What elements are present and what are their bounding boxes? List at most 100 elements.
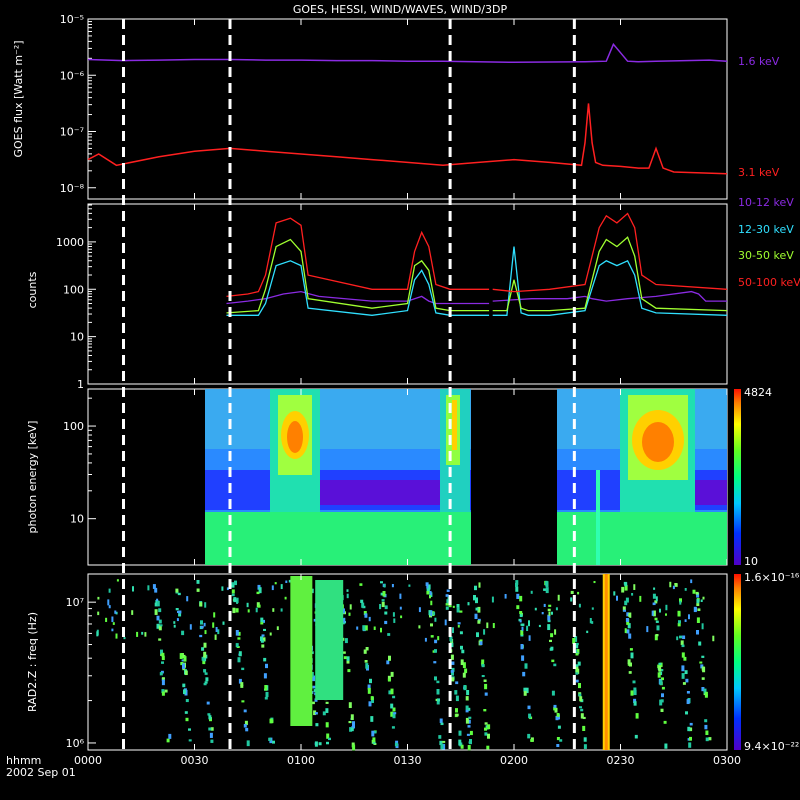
radio-speckle (661, 686, 665, 690)
radio-speckle (652, 602, 656, 606)
radio-speckle (346, 656, 350, 661)
radio-speckle (450, 654, 454, 660)
radio-speckle (704, 719, 708, 723)
radio-speckle (365, 647, 369, 651)
radio-speckle (627, 659, 631, 665)
radio-speckle (238, 651, 242, 657)
radio-speckle (669, 581, 672, 588)
radio-speckle (702, 666, 706, 673)
goes-legend: 1.6 keV 3.1 keV (738, 55, 780, 179)
radio-speckle (475, 607, 479, 611)
radio-speckle (473, 595, 476, 601)
radio-speckle (208, 727, 212, 731)
radio-speckle (436, 680, 440, 684)
radio-speckle (481, 659, 485, 663)
radio-speckle (460, 645, 463, 650)
radio-speckle (622, 606, 626, 612)
energy-tick-label: 10 (70, 513, 84, 526)
radio-speckle (465, 696, 469, 701)
radio-speckle (520, 630, 524, 635)
radio-speckle (624, 584, 628, 591)
radio-speckle (244, 720, 248, 726)
radio-speckle (452, 627, 454, 634)
radio-speckle (210, 727, 214, 731)
radio-speckle (184, 711, 188, 714)
radio-speckle (322, 711, 326, 716)
radio-speckle (349, 727, 353, 732)
radio-speckle (430, 610, 433, 617)
radio-speckle (629, 662, 632, 667)
radio-speckle (572, 638, 576, 644)
radio-speckle (577, 591, 580, 595)
radio-speckle (265, 663, 268, 669)
radio-speckle (446, 589, 450, 592)
radio-speckle (265, 691, 269, 698)
radio-speckle (477, 618, 481, 622)
radio-speckle (235, 630, 239, 636)
radio-speckle (484, 683, 488, 690)
radio-speckle (261, 644, 265, 648)
radio-speckle (196, 580, 200, 584)
radio-speckle (264, 697, 268, 700)
radio-speckle (634, 734, 638, 739)
radio-speckle (700, 599, 703, 603)
radio-speckle (467, 707, 471, 711)
radio-speckle (486, 622, 489, 629)
radio-speckle (579, 706, 582, 709)
radio-speckle (212, 622, 215, 628)
radio-speckle (226, 587, 229, 591)
legend-30-50-kev: 30-50 keV (738, 249, 794, 262)
radio-speckle (459, 631, 463, 635)
panel-frame-4 (87, 573, 728, 751)
radio-speckle (576, 649, 580, 654)
radio-speckle (234, 580, 237, 586)
radio-speckle (700, 664, 704, 669)
radio-speckle (684, 670, 688, 675)
radio-speckle (392, 695, 396, 699)
radio-speckle (348, 721, 352, 724)
radio-speckle (646, 626, 649, 633)
radio-speckle (342, 608, 345, 614)
radio-speckle (447, 597, 450, 602)
counts-yticks: 1 10 100 1000 (56, 204, 96, 391)
radio-speckle (381, 601, 385, 608)
radio-speckle (231, 583, 235, 588)
radio-speckle (141, 631, 144, 635)
radio-speckle (313, 618, 316, 622)
radio-speckle (575, 666, 579, 673)
radio-speckle (202, 660, 206, 665)
radio-speckle (261, 634, 265, 637)
radio-speckle (181, 659, 185, 662)
radio-speckle (96, 631, 99, 637)
radio-speckle (154, 609, 158, 615)
radio-speckle (683, 656, 687, 661)
radio-speckle (241, 667, 245, 671)
radio-speckle (371, 730, 375, 737)
radio-speckle (526, 625, 529, 632)
radio-speckle (201, 647, 205, 651)
radio-speckle (393, 712, 397, 715)
radio-speckle (434, 649, 437, 653)
radio-speckle (114, 610, 117, 614)
radio-speckle (373, 742, 377, 745)
radio-speckle (445, 594, 449, 597)
radio-speckle (474, 585, 477, 591)
radio-speckle (483, 679, 487, 682)
radio-speckle (243, 724, 247, 728)
radio-speckle (678, 620, 681, 624)
radio-speckle (654, 617, 658, 621)
counts-series-12-30-kev (226, 260, 490, 316)
radio-speckle (553, 663, 557, 667)
radio-speckle (178, 610, 182, 614)
radio-speckle (107, 599, 110, 606)
x-tick-label: 0200 (500, 754, 528, 767)
radio-speckle (460, 659, 464, 666)
radio-speckle (654, 634, 658, 641)
radio-speckle (701, 623, 704, 630)
radio-speckle (481, 675, 485, 678)
radio-speckle (575, 679, 579, 683)
radio-speckle (665, 613, 667, 616)
radio-speckle (681, 652, 685, 658)
radio-speckle (426, 583, 429, 589)
radio-speckle (439, 740, 443, 746)
